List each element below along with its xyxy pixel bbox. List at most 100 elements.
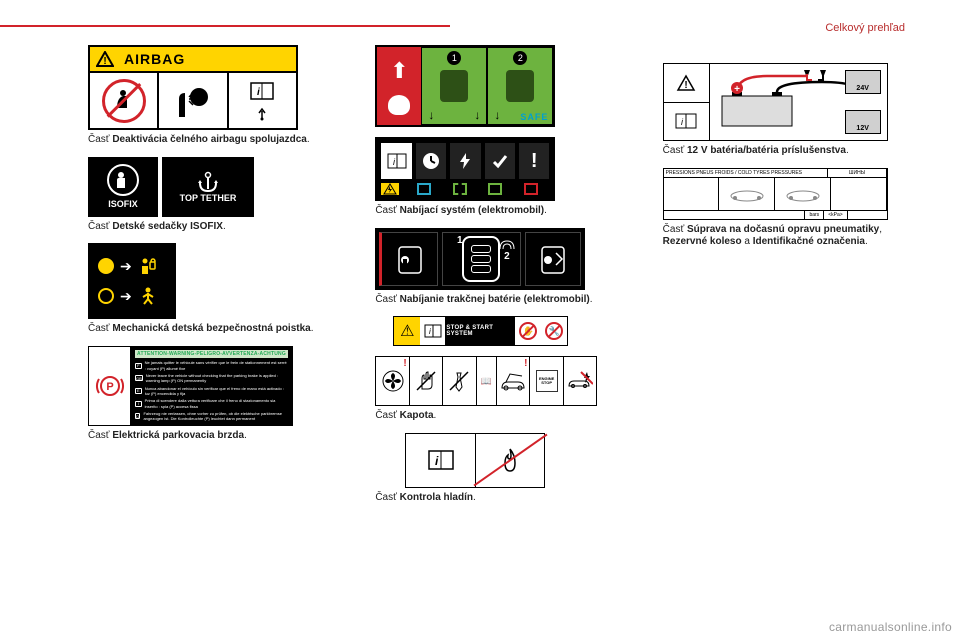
status-sq [488,183,502,195]
no-spark-icon [564,357,596,405]
down-arrow-icon: ↓ [494,108,500,122]
fan-icon: ! [376,357,409,405]
airbag-pictograms: i [90,73,296,128]
svg-text:i: i [393,157,396,167]
battery-left-panel: ! i [664,64,710,140]
manual-icon: i [406,434,476,487]
tyre-caption: Časť Súprava na dočasnú opravu pneumatik… [663,224,905,249]
child-locked-icon [138,256,158,276]
status-sq [453,183,467,195]
no-tool-icon: 🔧 [541,317,567,345]
svg-text:+: + [734,84,740,95]
traction-battery-caption: Časť Nabíjanie trakčnej batérie (elektro… [375,294,617,307]
epb-line: ENunca abandonar el vehículo sin verific… [135,386,288,396]
down-arrow-icon: ↓ [428,108,434,122]
svg-text:i: i [435,454,439,468]
svg-text:i: i [257,87,260,98]
tyre-cell [719,178,775,210]
tyre-cell [664,178,720,210]
badge-2: 2 [513,51,527,65]
charge-icons-row: i ! [381,143,549,179]
no-hand-icon: ✋ [515,317,541,345]
battery-label: ! i + [663,63,888,141]
no-tie-icon [443,357,476,405]
epb-line: DFahrzeug nie verlassen, ohne vorher zu … [135,411,288,421]
key-fob-icon: 1 2 [442,232,521,286]
epb-label: P ATTENTION-WARNING-PELIGRO-AVVERTENZA-A… [88,346,293,426]
tyre-header: PRESSIONS PNEUS FROIDS / COLD TYRES PRES… [664,169,887,178]
epb-text-block: ATTENTION-WARNING-PELIGRO-AVVERTENZA-ACH… [131,347,292,425]
check-icon [485,143,515,179]
tyre-cell [775,178,831,210]
dot-icon [98,288,114,304]
manual-icon: i [381,143,411,179]
child-unlocked-icon [138,286,158,306]
bonnet-label: ! 📖 ! ENGINESTOP [375,356,597,406]
helmet-icon [388,95,410,115]
lock-flap-icon [379,232,438,286]
stop-start-text: STOP & START SYSTEM [446,317,515,345]
plug-icon [506,70,534,102]
svg-text:!: ! [103,56,106,67]
bolt-icon [450,143,480,179]
tyre-unit-bars: bars [804,211,823,219]
isofix-seat-icon [107,164,139,196]
watermark: carmanualsonline.info [829,620,952,634]
status-squares [405,183,549,195]
dot-icon [98,258,114,274]
airbag-header: ! AIRBAG [90,47,296,73]
column-2: ⬆ 1 ↓ ↓ 2 ↓ SAFE [375,45,617,514]
no-flame-icon [476,434,545,487]
bonnet-caption: Časť Kapota. [375,410,617,423]
warning-icon: ⚠ [394,317,420,345]
warning-triangle-icon: ! [90,47,120,71]
page-content: ! AIRBAG i Časť Deaktivác [0,0,960,514]
arrow-icon: ➔ [120,288,132,305]
manual-icon: i [420,317,446,345]
epb-line: IPrima di scendere dalla vettura verific… [135,398,288,408]
tyre-unit-kpa: <kPa> [823,211,846,219]
tether-text: TOP TETHER [180,193,237,203]
epb-heading: ATTENTION-WARNING-PELIGRO-AVVERTENZA-ACH… [135,350,288,359]
svg-text:i: i [429,327,431,336]
isofix-labels: ISOFIX TOP TETHER [88,157,330,217]
plug-icon [440,70,468,102]
airbag-manual-icon: i [229,73,296,128]
connector-2: 2 ↓ SAFE [487,47,553,125]
no-hand-icon [410,357,443,405]
down-arrow-icon: ↓ [474,108,480,122]
airbag-label: ! AIRBAG i [88,45,298,130]
isofix-text: ISOFIX [108,199,138,209]
manual-icon: i [664,103,709,141]
warning-icon: ! [664,64,709,103]
manual-icon: 📖 [477,357,497,405]
fluids-caption: Časť Kontrola hladín. [375,492,617,505]
hv-warning-icon [381,183,399,195]
fluids-label: i [405,433,545,488]
clock-icon [416,143,446,179]
charge-warning-panel: ⬆ [377,47,421,125]
epb-caption: Časť Elektrická parkovacia brzda. [88,430,330,443]
childlock-row-unlocked: ➔ [98,286,166,306]
isofix-label: ISOFIX [88,157,158,217]
remote-key-label: 1 2 [375,228,585,290]
engine-stop-icon: ENGINESTOP [530,357,563,405]
tyre-body [664,178,887,210]
status-sq [417,183,431,195]
section-header: Celkový prehľad [825,22,905,34]
svg-text:P: P [106,381,113,393]
svg-text:i: i [681,117,684,127]
battery-24v: 24V [845,70,881,94]
alert-icon: ! [519,143,549,179]
epb-line: GBNever leave the vehicle without checki… [135,373,288,383]
connector-panels: 1 ↓ ↓ 2 ↓ SAFE [421,47,553,125]
up-arrow-icon: ⬆ [390,58,408,84]
parking-brake-icon: P [89,347,131,425]
connector-1: 1 ↓ ↓ [421,47,487,125]
battery-diagram: + 24V 12V [710,64,887,140]
safe-text: SAFE [520,112,548,122]
column-3: ! i + [663,45,905,514]
childlock-row-locked: ➔ [98,256,166,276]
epb-line: FNe jamais quitter le véhicule sans véri… [135,360,288,370]
unlock-flap-icon [525,232,582,286]
